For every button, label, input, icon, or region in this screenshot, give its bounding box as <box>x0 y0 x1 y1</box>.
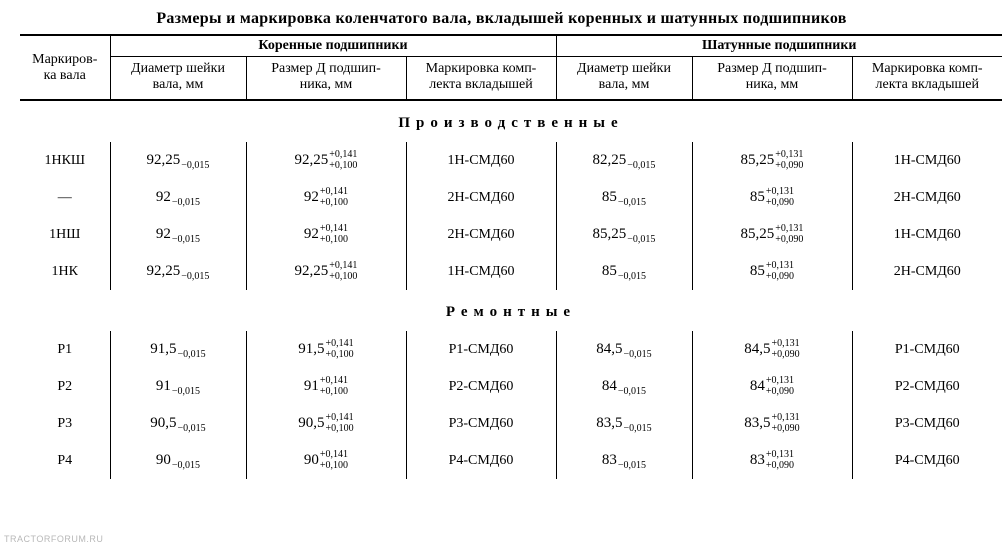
table-row: 1НК92,25−0,01592,25+0,141+0,1001Н-СМД608… <box>20 253 1002 290</box>
section-title: Ремонтные <box>20 290 1002 331</box>
hdr-group-rod: Шатунные подшипники <box>556 35 1002 57</box>
cell-main-dia: 92−0,015 <box>110 216 246 253</box>
section-title: Производственные <box>20 100 1002 142</box>
cell-rod-size: 83,5+0,131+0,090 <box>692 405 852 442</box>
cell-main-set: 1Н-СМД60 <box>406 253 556 290</box>
table-row: 1НШ92−0,01592+0,141+0,1002Н-СМД6085,25−0… <box>20 216 1002 253</box>
cell-main-set: Р4-СМД60 <box>406 442 556 479</box>
cell-main-set: 2Н-СМД60 <box>406 179 556 216</box>
table-row: 1НКШ92,25−0,01592,25+0,141+0,1001Н-СМД60… <box>20 142 1002 179</box>
cell-rod-size: 84,5+0,131+0,090 <box>692 331 852 368</box>
table-body: Производственные1НКШ92,25−0,01592,25+0,1… <box>20 100 1002 479</box>
cell-main-size: 92,25+0,141+0,100 <box>246 142 406 179</box>
cell-rod-set: Р3-СМД60 <box>852 405 1002 442</box>
hdr-main-set: Маркировка комп-лекта вкладышей <box>406 57 556 101</box>
table-row: Р191,5−0,01591,5+0,141+0,100Р1-СМД6084,5… <box>20 331 1002 368</box>
cell-rod-dia: 83,5−0,015 <box>556 405 692 442</box>
cell-rod-set: 2Н-СМД60 <box>852 253 1002 290</box>
cell-main-size: 92+0,141+0,100 <box>246 216 406 253</box>
cell-mark: 1НКШ <box>20 142 110 179</box>
cell-mark: 1НШ <box>20 216 110 253</box>
cell-rod-dia: 84−0,015 <box>556 368 692 405</box>
section-title-row: Производственные <box>20 100 1002 142</box>
cell-main-set: Р3-СМД60 <box>406 405 556 442</box>
cell-main-dia: 91−0,015 <box>110 368 246 405</box>
page: Размеры и маркировка коленчатого вала, в… <box>0 0 1003 548</box>
cell-mark: — <box>20 179 110 216</box>
cell-main-dia: 92,25−0,015 <box>110 142 246 179</box>
cell-main-size: 91,5+0,141+0,100 <box>246 331 406 368</box>
cell-rod-set: 1Н-СМД60 <box>852 142 1002 179</box>
cell-main-size: 90+0,141+0,100 <box>246 442 406 479</box>
cell-mark: Р2 <box>20 368 110 405</box>
table-row: Р390,5−0,01590,5+0,141+0,100Р3-СМД6083,5… <box>20 405 1002 442</box>
cell-main-set: 2Н-СМД60 <box>406 216 556 253</box>
cell-rod-dia: 84,5−0,015 <box>556 331 692 368</box>
cell-main-size: 92+0,141+0,100 <box>246 179 406 216</box>
cell-rod-set: Р4-СМД60 <box>852 442 1002 479</box>
hdr-group-main: Коренные подшипники <box>110 35 556 57</box>
cell-rod-size: 85+0,131+0,090 <box>692 253 852 290</box>
hdr-main-dia: Диаметр шейкивала, мм <box>110 57 246 101</box>
cell-main-dia: 91,5−0,015 <box>110 331 246 368</box>
page-title: Размеры и маркировка коленчатого вала, в… <box>20 10 983 28</box>
bearing-table: Маркиров-ка вала Коренные подшипники Шат… <box>20 34 1002 479</box>
cell-mark: 1НК <box>20 253 110 290</box>
cell-main-dia: 92−0,015 <box>110 179 246 216</box>
hdr-rod-size: Размер Д подшип-ника, мм <box>692 57 852 101</box>
section-title-row: Ремонтные <box>20 290 1002 331</box>
cell-main-dia: 92,25−0,015 <box>110 253 246 290</box>
cell-main-size: 92,25+0,141+0,100 <box>246 253 406 290</box>
hdr-rod-dia: Диаметр шейкивала, мм <box>556 57 692 101</box>
cell-rod-dia: 82,25−0,015 <box>556 142 692 179</box>
cell-rod-set: Р2-СМД60 <box>852 368 1002 405</box>
hdr-main-size: Размер Д подшип-ника, мм <box>246 57 406 101</box>
cell-rod-size: 83+0,131+0,090 <box>692 442 852 479</box>
cell-rod-dia: 83−0,015 <box>556 442 692 479</box>
hdr-rod-set: Маркировка комп-лекта вкладышей <box>852 57 1002 101</box>
cell-rod-size: 85,25+0,131+0,090 <box>692 142 852 179</box>
cell-rod-set: 2Н-СМД60 <box>852 179 1002 216</box>
cell-rod-dia: 85−0,015 <box>556 179 692 216</box>
cell-main-set: Р2-СМД60 <box>406 368 556 405</box>
table-row: Р490−0,01590+0,141+0,100Р4-СМД6083−0,015… <box>20 442 1002 479</box>
cell-main-size: 90,5+0,141+0,100 <box>246 405 406 442</box>
cell-rod-size: 85,25+0,131+0,090 <box>692 216 852 253</box>
table-row: Р291−0,01591+0,141+0,100Р2-СМД6084−0,015… <box>20 368 1002 405</box>
cell-rod-dia: 85,25−0,015 <box>556 216 692 253</box>
hdr-mark: Маркиров-ка вала <box>20 35 110 100</box>
table-header: Маркиров-ка вала Коренные подшипники Шат… <box>20 35 1002 100</box>
cell-rod-set: Р1-СМД60 <box>852 331 1002 368</box>
cell-main-size: 91+0,141+0,100 <box>246 368 406 405</box>
table-row: —92−0,01592+0,141+0,1002Н-СМД6085−0,0158… <box>20 179 1002 216</box>
cell-mark: Р3 <box>20 405 110 442</box>
cell-mark: Р4 <box>20 442 110 479</box>
cell-main-set: Р1-СМД60 <box>406 331 556 368</box>
cell-main-dia: 90−0,015 <box>110 442 246 479</box>
cell-rod-set: 1Н-СМД60 <box>852 216 1002 253</box>
cell-main-dia: 90,5−0,015 <box>110 405 246 442</box>
cell-rod-dia: 85−0,015 <box>556 253 692 290</box>
cell-main-set: 1Н-СМД60 <box>406 142 556 179</box>
watermark: TRACTORFORUM.RU <box>4 534 103 544</box>
cell-mark: Р1 <box>20 331 110 368</box>
cell-rod-size: 85+0,131+0,090 <box>692 179 852 216</box>
cell-rod-size: 84+0,131+0,090 <box>692 368 852 405</box>
